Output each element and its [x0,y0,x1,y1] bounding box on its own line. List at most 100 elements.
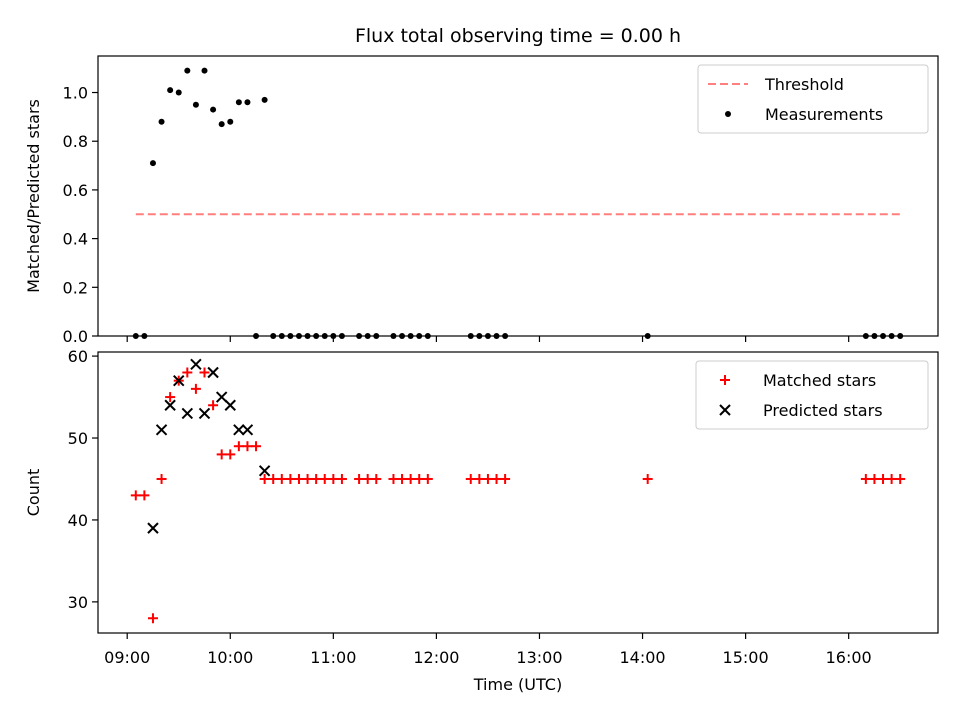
matched-star-point [319,473,330,484]
predicted-star-point [215,391,228,403]
measurement-point [158,118,165,125]
legend-matched-label: Matched stars [763,371,876,390]
top-legend: Threshold Measurements [697,64,929,134]
top-ytick-label: 0.4 [63,230,88,249]
legend-threshold-label: Threshold [764,75,844,94]
matched-star-point [156,473,167,484]
matched-star-point [895,473,906,484]
predicted-star-point [190,358,202,370]
matched-star-point [233,441,244,452]
matched-star-point [482,473,493,484]
top-ytick-label: 0.8 [63,132,88,151]
legend-x-marker [719,404,731,416]
bottom-x-ticks: 09:00 10:00 11:00 12:00 13:00 14:00 15:00 16:00 [104,633,872,667]
measurement-point [192,101,199,108]
matched-star-point [474,473,485,484]
matched-star-point [216,449,227,460]
xtick-label: 10:00 [207,648,253,667]
matched-star-point [500,473,511,484]
legend-measurements-swatch [725,111,731,117]
bottom-ytick-label: 60 [68,347,88,366]
measurement-point [261,96,268,103]
matched-star-point [354,473,365,484]
bottom-legend: Matched stars Predicted stars [695,360,929,430]
xtick-label: 13:00 [516,648,562,667]
matched-star-point [860,473,871,484]
top-ytick-label: 0.0 [63,327,88,346]
predicted-star-point [258,465,271,477]
legend-plus-marker [720,375,730,385]
measurement-point [175,89,182,96]
measurement-point [235,99,242,106]
predicted-star-point [207,366,219,379]
matched-star-point [293,473,304,484]
top-axes-frame [97,55,939,337]
matched-star-point [878,473,889,484]
top-axes: Flux total observing time = 0.00 h Match… [24,25,939,346]
predicted-star-point [241,424,254,436]
matched-star-point [371,473,382,484]
bottom-legend-box [695,360,929,430]
top-ytick-label: 0.6 [63,181,88,200]
predicted-star-point [147,522,159,534]
matched-star-point [397,473,408,484]
matched-star-point [405,473,416,484]
legend-matched-swatch [720,375,730,385]
predicted-star-point [164,399,176,411]
predicted-star-point [173,374,185,387]
x-axis-label: Time (UTC) [473,675,562,694]
measurement-point [167,87,174,94]
measurement-point [201,67,208,74]
top-legend-box [697,64,929,134]
matched-star-point [225,449,236,460]
matched-star-point [130,490,141,501]
matched-star-point [302,473,313,484]
matched-star-point [328,473,339,484]
matched-star-point [869,473,880,484]
matched-star-point [491,473,502,484]
matched-star-point [362,473,373,484]
measurement-point [210,106,217,113]
matched-star-point [422,473,433,484]
bottom-ytick-label: 30 [68,593,88,612]
matched-star-point [642,473,653,484]
matched-star-point [242,441,253,452]
matched-star-point [336,473,347,484]
top-ytick-label: 0.2 [63,278,88,297]
bottom-ytick-label: 50 [68,429,88,448]
bottom-series-layer [130,358,906,624]
legend-predicted-label: Predicted stars [763,401,883,420]
top-series-layer [132,67,904,339]
matched-star-point [268,473,279,484]
matched-star-point [311,473,322,484]
predicted-star-point [181,407,194,420]
predicted-star-point [198,407,211,420]
matched-star-point [465,473,476,484]
matched-star-point [139,490,150,501]
chart-title: Flux total observing time = 0.00 h [355,25,681,47]
matched-star-point [259,473,270,484]
predicted-star-point [155,424,168,436]
bottom-ytick-label: 40 [68,511,88,530]
bottom-y-ticks: 30 40 50 60 [68,347,98,612]
legend-measurements-label: Measurements [765,105,883,124]
predicted-star-point [224,399,236,411]
top-y-ticks: 0.0 0.2 0.4 0.6 0.8 1.0 [63,84,98,346]
xtick-label: 15:00 [723,648,769,667]
measurement-point [227,118,234,125]
matched-star-point [208,400,219,411]
xtick-label: 12:00 [413,648,459,667]
predicted-star-point [233,424,245,436]
matched-star-point [285,473,296,484]
matched-star-point [886,473,897,484]
measurement-point [244,99,251,106]
matched-star-point [276,473,287,484]
matched-star-point [165,392,176,403]
bottom-y-axis-label: Count [24,469,43,517]
matched-star-point [190,383,201,394]
xtick-label: 11:00 [310,648,356,667]
top-y-axis-label: Matched/Predicted stars [24,99,43,293]
measurement-point [184,67,191,74]
bottom-axes-frame [97,351,939,634]
matched-star-point [147,613,158,624]
